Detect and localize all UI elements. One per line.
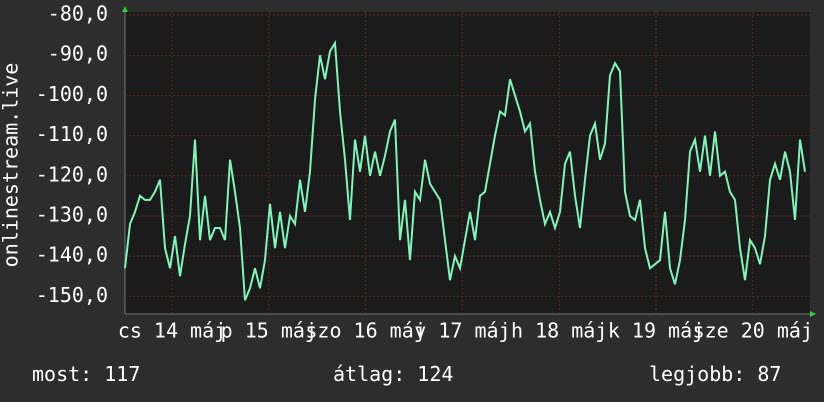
stat-label: legjobb: (649, 362, 745, 386)
x-arrow (810, 311, 816, 317)
stat: átlag: 124 (333, 362, 453, 386)
data-line (124, 39, 806, 301)
y-axis-label: onlinestream.live (0, 63, 23, 268)
y-tick-label: -80,0 (48, 2, 108, 26)
x-tick-label: szo 16 máj (305, 319, 425, 343)
stat: most: 117 (32, 362, 140, 386)
x-tick-label: v 17 máj (414, 319, 510, 343)
y-tick-label: -150,0 (36, 283, 108, 307)
y-tick-label: -90,0 (48, 42, 108, 66)
stat-label: átlag: (333, 362, 405, 386)
y-tick-label: -110,0 (36, 122, 108, 146)
y-tick-label: -140,0 (36, 243, 108, 267)
y-tick-label: -130,0 (36, 202, 108, 226)
x-tick-label: sze 20 máj (693, 319, 813, 343)
plot-area (125, 12, 810, 314)
stat-label: most: (32, 362, 92, 386)
y-tick-label: -120,0 (36, 162, 108, 186)
x-tick-label: k 19 máj (608, 319, 704, 343)
stat-value: 87 (757, 362, 781, 386)
y-arrow (122, 6, 128, 12)
stat: legjobb: 87 (649, 362, 781, 386)
x-tick-label: cs 14 máj (118, 319, 226, 343)
stat-value: 117 (104, 362, 140, 386)
stat-value: 124 (417, 362, 453, 386)
x-tick-label: h 18 máj (511, 319, 607, 343)
y-tick-label: -100,0 (36, 82, 108, 106)
x-tick-label: p 15 máj (221, 319, 317, 343)
